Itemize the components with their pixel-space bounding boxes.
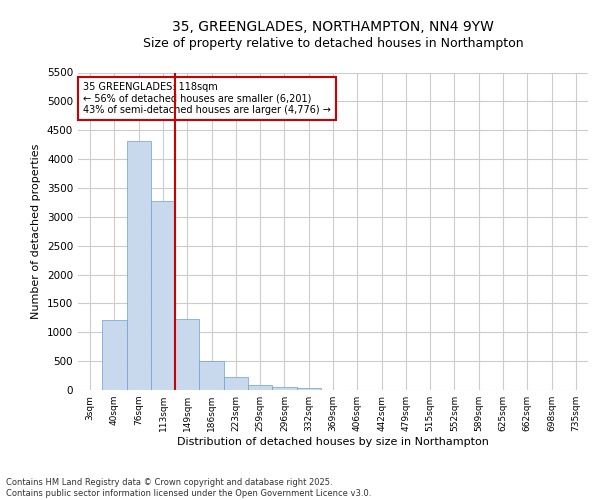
Text: Contains HM Land Registry data © Crown copyright and database right 2025.
Contai: Contains HM Land Registry data © Crown c…: [6, 478, 371, 498]
Bar: [127, 140, 151, 390]
Bar: [199, 361, 224, 390]
Text: 35, GREENGLADES, NORTHAMPTON, NN4 9YW: 35, GREENGLADES, NORTHAMPTON, NN4 9YW: [172, 20, 494, 34]
Bar: [272, 386, 296, 390]
Bar: [248, 384, 272, 390]
Y-axis label: Number of detached properties: Number of detached properties: [31, 144, 41, 319]
Bar: [151, 201, 175, 390]
Bar: [296, 388, 321, 390]
Bar: [175, 319, 199, 390]
Text: 35 GREENGLADES: 118sqm
← 56% of detached houses are smaller (6,201)
43% of semi-: 35 GREENGLADES: 118sqm ← 56% of detached…: [83, 82, 331, 115]
X-axis label: Distribution of detached houses by size in Northampton: Distribution of detached houses by size …: [177, 437, 489, 447]
Bar: [102, 320, 127, 390]
Text: Size of property relative to detached houses in Northampton: Size of property relative to detached ho…: [143, 38, 523, 51]
Bar: [224, 376, 248, 390]
